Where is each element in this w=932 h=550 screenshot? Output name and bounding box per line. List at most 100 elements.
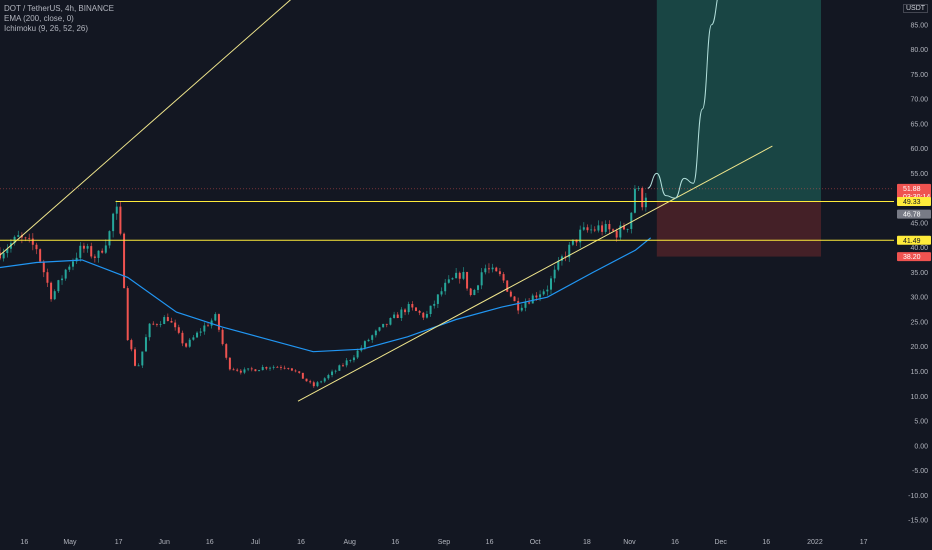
candle-body (254, 369, 257, 372)
candle-body (477, 285, 480, 290)
x-tick-label: 16 (762, 539, 770, 546)
candle-body (68, 266, 71, 270)
projection-path (647, 0, 718, 199)
candle-body (637, 188, 640, 189)
candle-body (134, 349, 137, 366)
y-tick-label: -15.00 (908, 518, 928, 525)
x-tick-label: Sep (438, 539, 451, 546)
x-tick-label: Jul (251, 539, 260, 546)
candle-body (396, 314, 399, 319)
candle-body (236, 369, 239, 371)
candle-body (458, 272, 461, 279)
candle-body (75, 257, 78, 262)
candle-body (163, 317, 166, 325)
candle-body (407, 303, 410, 313)
price-tag-text: 41.49 (903, 238, 921, 245)
candle-body (323, 378, 326, 382)
candle-body (28, 237, 31, 239)
drawing-lines (0, 0, 894, 402)
candle-body (433, 303, 436, 306)
candle-body (316, 382, 319, 387)
candle-body (261, 367, 264, 371)
x-tick-label: 16 (297, 539, 305, 546)
candle-body (82, 245, 85, 249)
candle-body (283, 367, 286, 369)
candle-body (575, 239, 578, 243)
candle-body (444, 282, 447, 292)
ema-indicator-label[interactable]: EMA (200, close, 0) (4, 14, 74, 23)
candle-body (539, 294, 542, 298)
candle-body (279, 367, 282, 368)
price-tag-text: 51.88 (903, 186, 921, 193)
candle-body (39, 249, 42, 262)
candle-body (123, 233, 126, 289)
candle-body (436, 294, 439, 304)
y-tick-label: 80.00 (910, 47, 928, 54)
candle-body (542, 291, 545, 295)
candle-body (104, 245, 107, 253)
candle-body (451, 278, 454, 280)
candle-body (644, 197, 647, 208)
candle-body (119, 206, 122, 234)
y-tick-label: 15.00 (910, 369, 928, 376)
candle-body (612, 229, 615, 231)
candle-body (269, 367, 272, 369)
candle-body (484, 268, 487, 273)
x-tick-label: 16 (391, 539, 399, 546)
candle-body (276, 366, 279, 368)
x-tick-label: 18 (583, 539, 591, 546)
x-tick-label: Oct (530, 539, 541, 546)
candle-body (506, 280, 509, 292)
candle-body (462, 271, 465, 279)
candle-body (192, 337, 195, 340)
candle-body (615, 230, 618, 238)
candle-body (389, 317, 392, 325)
candle-body (367, 339, 370, 342)
candle-body (0, 252, 1, 259)
candle-body (221, 329, 224, 345)
loss-zone (656, 201, 822, 257)
candle-body (582, 227, 585, 230)
candle-body (440, 291, 443, 295)
price-tag-text: 38.20 (903, 254, 921, 261)
candle-body (491, 267, 494, 270)
candle-body (331, 371, 334, 376)
candle-body (498, 271, 501, 275)
candle-body (181, 332, 184, 344)
candle-body (553, 269, 556, 279)
candle-body (418, 310, 421, 313)
candle-body (630, 212, 633, 229)
x-tick-label: 16 (671, 539, 679, 546)
candle-body (250, 368, 253, 370)
ema-200-line (0, 237, 652, 353)
candle-body (214, 314, 217, 321)
x-tick-label: Dec (714, 539, 727, 546)
candle-body (206, 325, 209, 327)
price-axis-bg (894, 0, 932, 550)
candle-body (31, 238, 34, 245)
x-tick-label: 17 (115, 539, 123, 546)
candle-body (199, 331, 202, 333)
candle-body (466, 271, 469, 289)
ichimoku-indicator-label[interactable]: Ichimoku (9, 26, 52, 26) (4, 24, 89, 33)
candle-body (64, 269, 67, 279)
candle-body (6, 248, 9, 254)
candle-body (641, 188, 644, 208)
candle-body (378, 327, 381, 331)
candle-body (93, 256, 96, 258)
y-tick-label: 10.00 (910, 394, 928, 401)
currency-unit-button[interactable]: USDT (903, 4, 929, 13)
y-tick-label: 20.00 (910, 344, 928, 351)
candle-body (560, 256, 563, 261)
candle-body (327, 375, 330, 379)
time-axis[interactable]: 16 May 17 Jun 16 Jul 16 Aug 16 Sep 16 Oct 18 Nov 16 Dec… (0, 530, 932, 550)
symbol-title[interactable]: DOT / TetherUS, 4h, BINANCE (4, 4, 114, 13)
candle-body (597, 225, 600, 231)
price-axis[interactable]: 85.0080.0075.0070.0065.0060.0055.0050.00… (894, 0, 932, 550)
candle-body (155, 324, 158, 325)
candle-body (487, 268, 490, 270)
candle-body (265, 367, 268, 369)
x-tick-label: 16 (20, 539, 28, 546)
